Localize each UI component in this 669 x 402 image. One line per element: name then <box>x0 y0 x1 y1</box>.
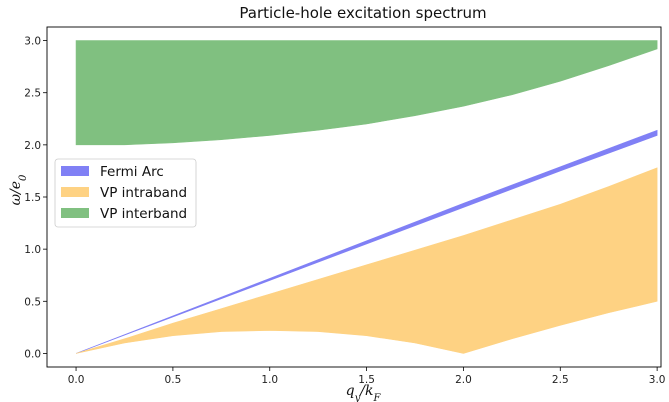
legend-label: Fermi Arc <box>100 164 164 180</box>
legend-swatch <box>61 166 89 176</box>
x-axis-ticks: 0.0 0.5 1.0 1.5 2.0 2.5 3.0 <box>68 367 666 386</box>
y-tick-label: 0.0 <box>24 348 41 360</box>
y-tick-label: 3.0 <box>24 36 41 48</box>
x-tick-label: 0.5 <box>165 374 182 386</box>
x-tick-label: 2.0 <box>455 374 472 386</box>
x-axis-label: qy/kF <box>346 383 382 402</box>
legend-swatch <box>61 187 89 197</box>
legend-box <box>54 158 197 228</box>
legend-label: VP intraband <box>100 185 187 201</box>
y-tick-label: 1.0 <box>24 244 41 256</box>
y-tick-label: 1.5 <box>24 192 41 204</box>
x-tick-label: 1.0 <box>261 374 278 386</box>
x-tick-label: 0.0 <box>68 374 85 386</box>
x-tick-label: 1.5 <box>358 374 375 386</box>
y-tick-label: 2.0 <box>24 140 41 152</box>
band-vp-interband <box>75 40 658 146</box>
plot-area <box>75 40 658 354</box>
y-tick-label: 2.5 <box>24 88 41 100</box>
y-axis-label: ω/e0 <box>8 174 29 205</box>
legend-label: VP interband <box>100 206 187 222</box>
legend-swatch <box>61 208 89 218</box>
chart-title: Particle-hole excitation spectrum <box>239 4 486 22</box>
x-tick-label: 3.0 <box>649 374 666 386</box>
y-axis-ticks: 0.0 0.5 1.0 1.5 2.0 2.5 3.0 <box>24 36 47 360</box>
y-tick-label: 0.5 <box>24 296 41 308</box>
x-tick-label: 2.5 <box>552 374 569 386</box>
band-fermi-arc <box>75 129 658 354</box>
legend: Fermi Arc VP intraband VP interband <box>54 158 197 228</box>
band-vp-intraband <box>75 167 658 354</box>
